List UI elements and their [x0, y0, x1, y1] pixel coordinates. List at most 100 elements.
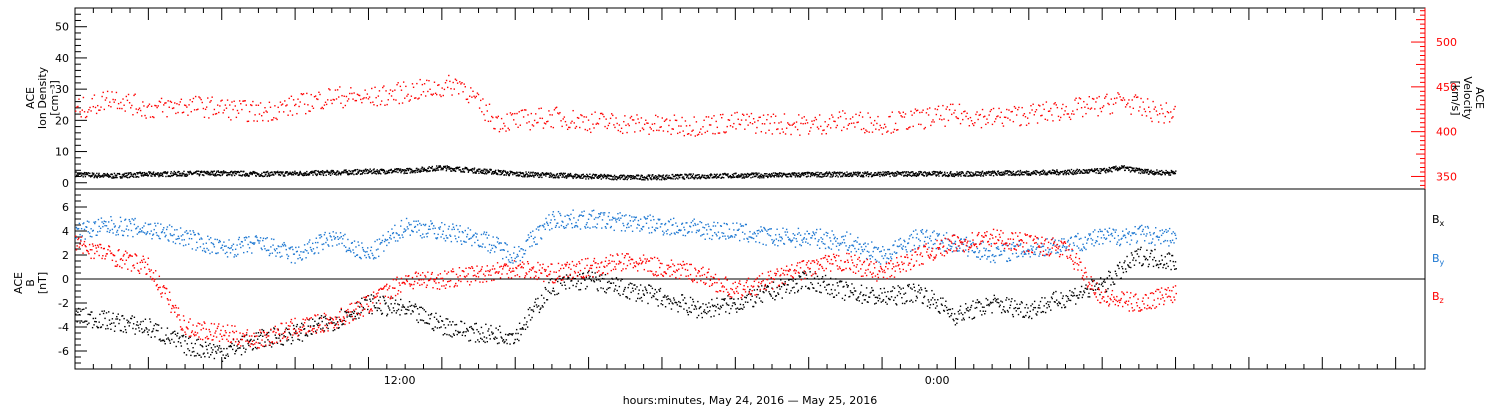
density-point	[1152, 173, 1155, 175]
bx-point	[619, 294, 621, 297]
density-point	[1041, 170, 1044, 173]
density-point	[474, 172, 477, 174]
density-point	[209, 174, 211, 176]
bx-point	[369, 300, 372, 302]
bx-point	[642, 289, 644, 292]
bx-point	[430, 313, 432, 316]
density-point	[84, 172, 86, 174]
bx-point	[921, 302, 924, 304]
velocity-point	[388, 92, 391, 95]
density-point	[867, 175, 870, 178]
bx-point	[635, 300, 637, 302]
velocity-point	[743, 114, 745, 116]
bx-point	[221, 350, 223, 353]
velocity-point	[331, 102, 333, 105]
bx-point	[399, 314, 401, 316]
bx-point	[107, 327, 109, 330]
density-point	[1090, 169, 1092, 172]
bx-point	[496, 342, 499, 345]
velocity-point	[796, 128, 799, 131]
density-point	[183, 170, 185, 173]
bx-point	[529, 307, 531, 309]
density-point	[369, 171, 371, 173]
density-point	[779, 175, 782, 177]
density-point	[653, 177, 656, 179]
bx-point	[369, 298, 371, 300]
density-point	[265, 173, 267, 176]
bx-point	[342, 323, 344, 325]
density-point	[552, 176, 555, 179]
density-point	[774, 172, 777, 175]
bx-point	[457, 330, 459, 333]
density-point	[171, 174, 174, 177]
bx-point	[403, 306, 406, 309]
bx-point	[212, 344, 215, 346]
bx-point	[94, 320, 96, 323]
density-point	[784, 173, 787, 176]
velocity-point	[630, 115, 633, 118]
velocity-point	[1117, 92, 1119, 94]
velocity-point	[149, 116, 152, 118]
density-point	[1146, 170, 1149, 172]
velocity-point	[422, 91, 425, 93]
velocity-point	[285, 105, 287, 107]
density-point	[1153, 174, 1155, 176]
bx-point	[212, 349, 214, 351]
velocity-point	[782, 131, 785, 133]
density-point	[1098, 170, 1100, 172]
velocity-point	[597, 123, 600, 125]
bx-point	[774, 299, 776, 301]
bx-point	[791, 278, 793, 281]
velocity-point	[1096, 97, 1098, 99]
density-point	[619, 178, 621, 180]
velocity-point	[273, 117, 275, 119]
density-point	[653, 176, 655, 178]
bx-point	[149, 321, 152, 323]
bx-point	[75, 313, 77, 315]
bx-point	[932, 303, 935, 306]
density-point	[641, 179, 643, 181]
density-point	[921, 173, 924, 175]
bx-point	[135, 324, 138, 326]
velocity-point	[408, 100, 410, 102]
density-point	[991, 170, 994, 172]
density-point	[742, 177, 744, 179]
bx-point	[591, 271, 593, 274]
velocity-point	[1155, 110, 1158, 112]
density-point	[133, 176, 135, 178]
density-point	[755, 175, 757, 178]
velocity-point	[678, 125, 680, 127]
density-point	[590, 177, 593, 180]
bx-point	[470, 325, 472, 328]
bx-point	[945, 306, 948, 309]
density-point	[233, 171, 235, 173]
density-point	[1100, 170, 1102, 172]
velocity-point	[416, 82, 418, 85]
bx-point	[517, 332, 519, 335]
bx-point	[485, 337, 488, 339]
density-point	[238, 171, 241, 174]
density-point	[1034, 169, 1037, 172]
bx-point	[518, 339, 520, 342]
density-point	[515, 175, 518, 177]
density-point	[570, 174, 572, 176]
density-point	[1114, 169, 1117, 171]
bx-point	[772, 297, 774, 299]
bx-point	[401, 306, 403, 308]
bx-point	[915, 299, 917, 302]
velocity-point	[756, 126, 758, 129]
density-point	[268, 175, 271, 177]
density-point	[1148, 170, 1151, 173]
velocity-point	[681, 116, 683, 119]
density-point	[572, 176, 574, 178]
density-point	[692, 173, 695, 175]
velocity-point	[934, 108, 936, 110]
bx-point	[803, 272, 805, 275]
density-point	[931, 171, 934, 173]
bx-point	[515, 332, 517, 335]
bx-point	[807, 287, 809, 290]
velocity-point	[607, 124, 610, 127]
velocity-point	[289, 110, 292, 112]
velocity-point	[967, 118, 969, 120]
bx-point	[435, 312, 437, 315]
